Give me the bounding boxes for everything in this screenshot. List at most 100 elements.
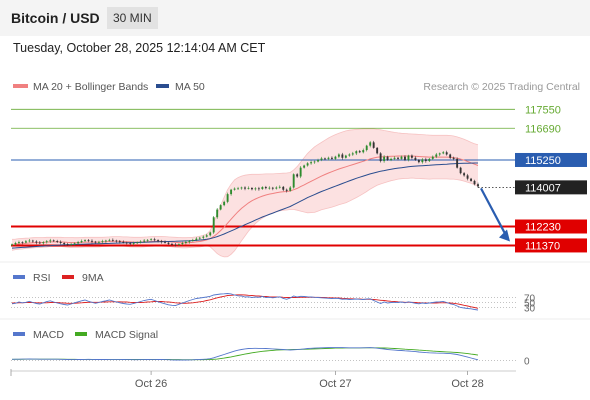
level-label-box-115250 bbox=[515, 152, 587, 167]
candle-body bbox=[219, 205, 222, 210]
candle-body bbox=[56, 241, 59, 242]
candle-body bbox=[383, 156, 386, 162]
candle-body bbox=[282, 186, 285, 190]
candle-body bbox=[150, 239, 153, 241]
candle-body bbox=[24, 241, 27, 243]
candle-body bbox=[303, 165, 306, 168]
candle-body bbox=[334, 156, 337, 159]
candle-body bbox=[129, 243, 132, 245]
candle-body bbox=[160, 241, 163, 242]
candle-body bbox=[66, 244, 69, 246]
candle-body bbox=[463, 173, 466, 176]
candle-body bbox=[31, 240, 34, 242]
candle-body bbox=[410, 155, 413, 158]
candle-body bbox=[299, 167, 302, 177]
candle-body bbox=[365, 145, 368, 151]
candle-body bbox=[317, 159, 319, 162]
candle-body bbox=[271, 187, 274, 189]
candle-body bbox=[268, 187, 271, 189]
candle-body bbox=[42, 242, 45, 244]
candle-body bbox=[63, 243, 66, 245]
candle-body bbox=[205, 235, 208, 237]
instrument-title: Bitcoin / USD bbox=[11, 10, 100, 26]
candle-body bbox=[379, 153, 382, 162]
candle-body bbox=[171, 243, 173, 245]
research-credit: Research © 2025 Trading Central bbox=[423, 81, 580, 93]
legend-label-ma50: MA 50 bbox=[175, 81, 205, 93]
candle-body bbox=[108, 239, 111, 241]
candle-body bbox=[400, 156, 403, 159]
candle-body bbox=[59, 241, 62, 244]
macd-line bbox=[11, 347, 479, 361]
forecast-arrow-shaft bbox=[480, 187, 507, 236]
candle-body bbox=[153, 239, 156, 241]
candle-body bbox=[369, 142, 372, 146]
candle-body bbox=[459, 167, 462, 174]
candle-body bbox=[240, 187, 243, 189]
candle-body bbox=[445, 152, 448, 155]
level-label-117550: 117550 bbox=[525, 104, 561, 116]
candle-body bbox=[247, 187, 250, 189]
legend-swatch-macd bbox=[13, 332, 25, 336]
candle-body bbox=[251, 187, 253, 190]
candle-body bbox=[212, 217, 215, 233]
candle-body bbox=[226, 194, 229, 202]
candle-body bbox=[292, 174, 295, 188]
candle-body bbox=[257, 188, 260, 190]
candle-body bbox=[337, 154, 340, 157]
candle-body bbox=[216, 209, 219, 218]
candle-body bbox=[386, 156, 389, 160]
candle-body bbox=[111, 239, 114, 241]
legend-label-macd-signal: MACD Signal bbox=[95, 329, 158, 341]
candle-body bbox=[285, 189, 288, 191]
candle-body bbox=[35, 241, 38, 243]
candle-body bbox=[397, 157, 399, 159]
level-label-114007: 114007 bbox=[525, 182, 561, 194]
bollinger-band-lower bbox=[11, 177, 479, 258]
candle-body bbox=[348, 154, 351, 156]
candle-body bbox=[330, 157, 333, 159]
candle-body bbox=[310, 162, 313, 164]
candle-body bbox=[275, 187, 278, 189]
candle-body bbox=[223, 201, 226, 206]
level-label-box-111370 bbox=[515, 238, 587, 253]
candle-body bbox=[209, 232, 212, 236]
legend-swatch-macd-signal bbox=[75, 332, 87, 336]
legend-swatch-rsi bbox=[13, 275, 25, 279]
chart-header: Bitcoin / USD 30 MIN bbox=[0, 0, 590, 36]
candle-body bbox=[77, 242, 80, 244]
legend-label-ma20: MA 20 + Bollinger Bands bbox=[33, 81, 148, 93]
candle-body bbox=[341, 154, 344, 158]
candle-body bbox=[115, 240, 118, 242]
candle-body bbox=[101, 241, 104, 243]
candle-body bbox=[174, 244, 177, 246]
candle-body bbox=[70, 244, 73, 246]
candle-body bbox=[435, 154, 438, 157]
candle-body bbox=[198, 237, 201, 239]
candle-body bbox=[181, 243, 184, 245]
forecast-arrow bbox=[480, 187, 510, 242]
timestamp-label: Tuesday, October 28, 2025 12:14:04 AM CE… bbox=[13, 41, 266, 55]
candle-body bbox=[470, 178, 472, 181]
candle-body bbox=[324, 158, 326, 160]
candle-body bbox=[477, 184, 479, 187]
candle-body bbox=[125, 242, 128, 244]
legend-label-9ma: 9MA bbox=[82, 272, 104, 284]
candle-body bbox=[254, 188, 257, 190]
candle-body bbox=[45, 241, 48, 243]
candle-body bbox=[417, 159, 420, 163]
candle-body bbox=[177, 244, 180, 246]
candle-body bbox=[327, 157, 330, 159]
candle-body bbox=[278, 186, 281, 188]
candle-body bbox=[296, 174, 299, 177]
timeframe-badge[interactable]: 30 MIN bbox=[107, 7, 158, 29]
rsi-level-label-50: 50 bbox=[524, 299, 536, 310]
ma20-line bbox=[11, 155, 479, 246]
candle-body bbox=[428, 158, 431, 162]
candle-body bbox=[132, 243, 135, 245]
time-tick-label: Oct 28 bbox=[451, 378, 483, 390]
legend-label-rsi: RSI bbox=[33, 272, 51, 284]
forecast-arrow-head bbox=[499, 229, 510, 242]
candle-body bbox=[233, 188, 236, 190]
candle-body bbox=[97, 241, 100, 243]
